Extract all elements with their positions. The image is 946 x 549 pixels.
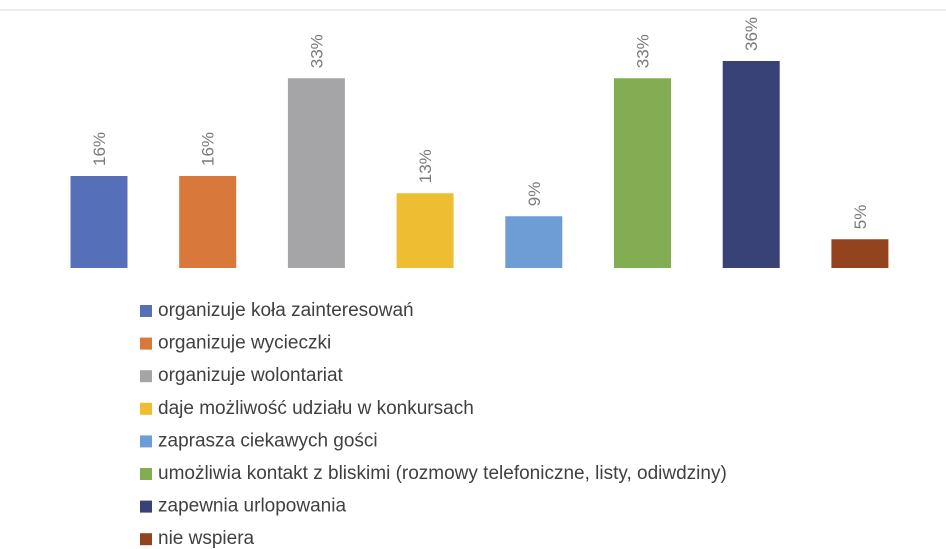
data-label: 9%	[525, 182, 544, 207]
legend-label: daje możliwość udziału w konkursach	[158, 398, 474, 419]
legend-swatch	[140, 533, 152, 546]
legend-swatch	[140, 468, 152, 480]
legend-label: organizuje koła zainteresowań	[158, 300, 414, 321]
bar	[505, 216, 563, 268]
bar	[179, 176, 237, 268]
legend-swatch	[140, 305, 152, 317]
data-label: 13%	[416, 149, 435, 183]
legend-label: umożliwia kontakt z bliskimi (rozmowy te…	[158, 463, 727, 484]
legend-label: zaprasza ciekawych gości	[158, 430, 378, 451]
data-label: 33%	[634, 34, 653, 68]
legend-swatch	[140, 435, 152, 448]
bar	[722, 61, 780, 268]
bar	[396, 193, 454, 268]
data-label: 5%	[851, 205, 870, 230]
legend-swatch	[140, 337, 152, 350]
data-label: 16%	[199, 132, 218, 166]
bar	[287, 78, 345, 268]
bar	[70, 176, 128, 268]
legend-label: nie wspiera	[158, 528, 255, 549]
legend-label: zapewnia urlopowania	[158, 496, 346, 517]
data-label: 36%	[742, 17, 761, 51]
data-label: 16%	[90, 132, 109, 166]
data-label: 33%	[307, 34, 326, 68]
bar	[614, 78, 671, 268]
bar	[831, 239, 889, 268]
legend-swatch	[140, 402, 152, 415]
legend-swatch	[140, 500, 152, 513]
legend-label: organizuje wycieczki	[158, 333, 331, 354]
legend-label: organizuje wolontariat	[158, 365, 344, 386]
legend-swatch	[140, 370, 152, 383]
